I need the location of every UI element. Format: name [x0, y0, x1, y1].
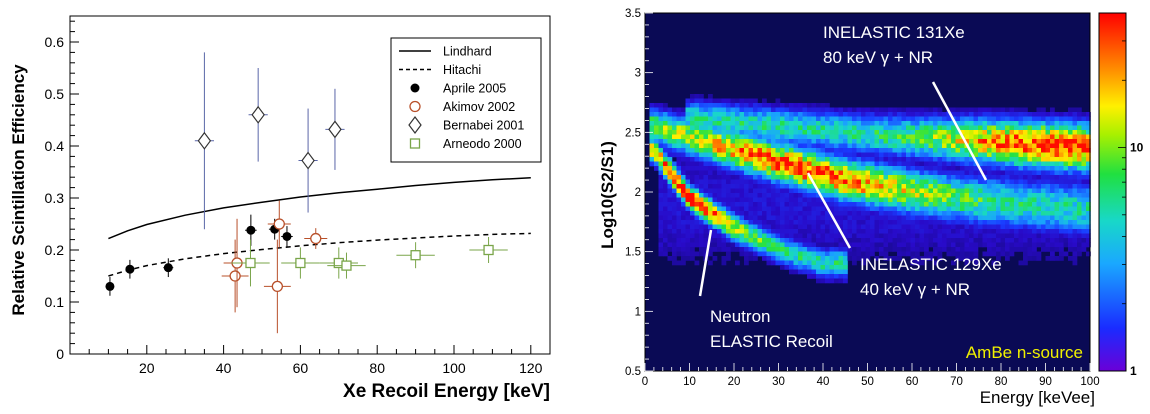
legend-label: Aprile 2005: [443, 82, 506, 96]
right-x-tick-label: 50: [861, 376, 874, 388]
data-point: [281, 226, 293, 247]
series-arneodo-2000: [231, 237, 508, 287]
data-point: [304, 228, 328, 249]
right-y-tick-label: 2: [635, 187, 641, 199]
s2s1-heatmap-chart: 0 10 20 30 40 50 60 70 80 90 100 0.5 1 1.5 2 2.5 3 3.5 IN…: [578, 0, 1150, 409]
annotation-text: Neutron: [710, 307, 770, 326]
data-point: [281, 247, 320, 279]
left-y-tick-label: 0.6: [45, 34, 65, 50]
legend-label: Lindhard: [443, 45, 492, 59]
annotation-text: INELASTIC 129Xe: [860, 255, 1002, 274]
right-y-tick-label: 2.5: [625, 127, 641, 139]
data-point: [325, 88, 345, 170]
legend-entry: Aprile 2005: [410, 82, 506, 96]
left-y-tick-label: 0.4: [45, 138, 65, 154]
annotation: INELASTIC 129Xe 40 keV γ + NR: [806, 172, 1002, 299]
right-x-tick-label: 40: [817, 376, 830, 388]
annotation-text: ELASTIC Recoil: [710, 332, 833, 351]
left-x-tick-label: 120: [519, 360, 543, 376]
legend-entry: Arneodo 2000: [409, 137, 522, 151]
left-x-tick-label: 60: [293, 360, 309, 376]
scintillation-efficiency-chart: 20 40 60 80 100 120 0 0.1 0.2 0.3 0.4 0.5 0.6 Lindha…: [0, 0, 565, 409]
right-chart-svg: 0 10 20 30 40 50 60 70 80 90 100 0.5 1 1.5 2 2.5 3 3.5 IN…: [578, 0, 1150, 409]
colorbar-tick-label: 1: [1130, 364, 1137, 378]
right-x-tick-label: 10: [683, 376, 696, 388]
data-point: [221, 239, 249, 313]
right-y-axis-label: Log10(S2/S1): [598, 141, 617, 249]
right-x-tick-label: 90: [1039, 376, 1052, 388]
right-y-tick-label: 1: [635, 306, 641, 318]
left-y-tick-label: 0.5: [45, 86, 65, 102]
left-x-tick-label: 100: [442, 360, 466, 376]
series-bernabei-2001: [194, 52, 345, 230]
legend-label: Bernabei 2001: [443, 119, 524, 133]
right-y-tick-label: 3: [635, 68, 641, 80]
data-point: [396, 242, 435, 269]
legend-label: Arneodo 2000: [443, 137, 522, 151]
annotation-text: AmBe n-source: [966, 343, 1083, 362]
left-plot-frame: [69, 15, 551, 355]
right-x-tick-label: 80: [995, 376, 1008, 388]
left-x-tick-label: 80: [369, 360, 385, 376]
color-bar: [1098, 12, 1127, 372]
curve-hitachi: [108, 232, 531, 277]
data-point: [263, 239, 291, 334]
right-x-tick-label: 60: [906, 376, 919, 388]
legend-entry: Hitachi: [399, 63, 481, 77]
left-legend: Lindhard Hitachi Aprile 2005 Akimov 2002 Ber…: [390, 37, 542, 163]
right-x-tick-label: 0: [642, 376, 648, 388]
data-point: [194, 52, 214, 230]
data-point: [327, 252, 366, 279]
right-x-tick-label: 20: [728, 376, 741, 388]
legend-label: Hitachi: [443, 63, 481, 77]
left-y-tick-label: 0.1: [45, 294, 65, 310]
left-x-tick-label: 20: [139, 360, 155, 376]
data-point: [248, 68, 268, 162]
curve-lindhard: [108, 176, 531, 240]
annotation-text: 80 keV γ + NR: [823, 48, 933, 67]
right-y-tick-label: 1.5: [625, 247, 641, 259]
left-y-tick-label: 0: [56, 346, 64, 362]
data-point: [231, 239, 270, 287]
annotation-text: INELASTIC 131Xe: [823, 23, 965, 42]
left-x-tick-label: 40: [216, 360, 232, 376]
left-y-tick-label: 0.2: [45, 242, 65, 258]
right-y-tick-label: 3.5: [625, 8, 641, 20]
legend-entry: Bernabei 2001: [408, 116, 524, 134]
left-x-axis-label: Xe Recoil Energy [keV]: [343, 381, 550, 402]
right-x-tick-label: 30: [772, 376, 785, 388]
data-point: [298, 108, 318, 213]
annotation: Neutron ELASTIC Recoil: [698, 229, 833, 351]
data-point: [469, 237, 508, 263]
series-akimov-2002: [221, 200, 328, 334]
right-y-tick-label: 0.5: [625, 366, 641, 378]
right-x-axis-label: Energy [keVee]: [980, 388, 1095, 407]
annotation: AmBe n-source: [966, 343, 1083, 362]
legend-label: Akimov 2002: [443, 100, 515, 114]
right-x-tick-label: 70: [950, 376, 963, 388]
right-x-tick-label: 100: [1080, 376, 1099, 388]
legend-entry: Lindhard: [399, 45, 492, 59]
legend-entry: Akimov 2002: [409, 100, 515, 114]
data-point: [125, 259, 135, 279]
colorbar-tick-label: 10: [1130, 141, 1144, 155]
left-y-axis-label: Relative Scintillation Efficiency: [9, 64, 28, 316]
data-point: [105, 277, 115, 296]
data-point: [267, 200, 291, 248]
annotation-text: 40 keV γ + NR: [860, 280, 970, 299]
left-chart-svg: 20 40 60 80 100 120 0 0.1 0.2 0.3 0.4 0.5 0.6 Lindha…: [0, 0, 565, 409]
annotation: INELASTIC 131Xe 80 keV γ + NR: [823, 23, 988, 181]
data-point: [163, 258, 174, 278]
left-y-tick-label: 0.3: [45, 190, 65, 206]
